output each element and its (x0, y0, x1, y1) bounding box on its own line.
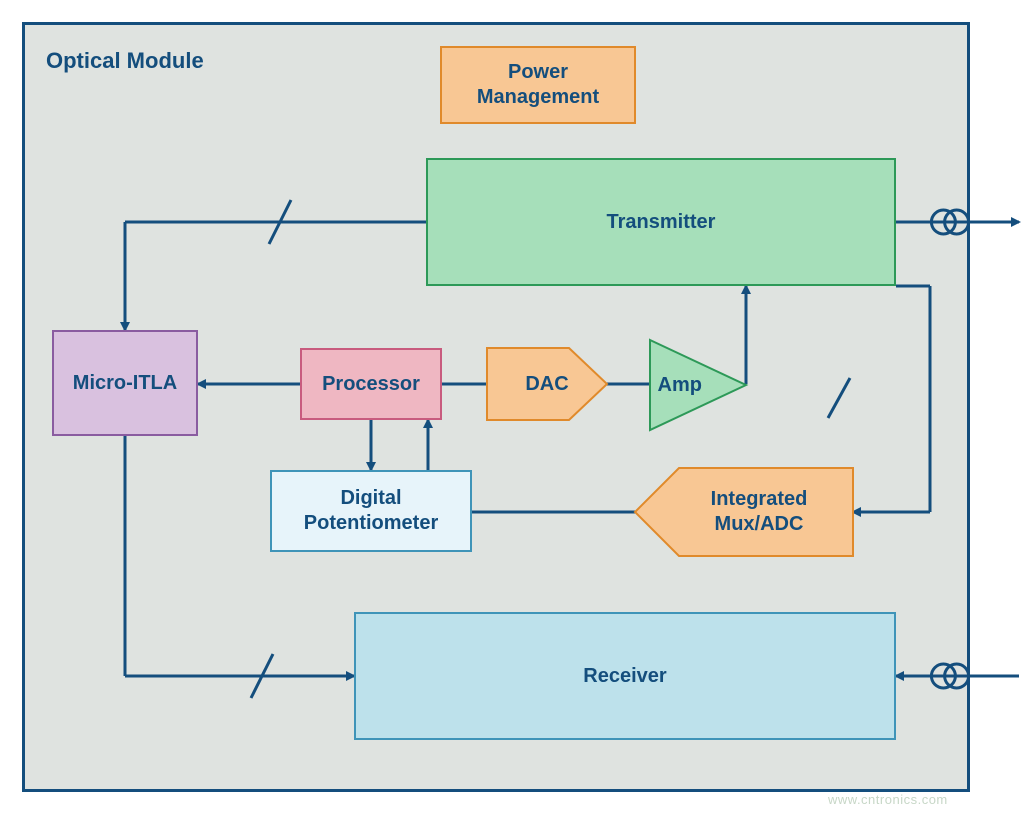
power-management-block: PowerManagement (440, 46, 636, 124)
diagram-canvas: Optical Module PowerManagement Transmitt… (0, 0, 1021, 821)
micro-itla-block: Micro-ITLA (52, 330, 198, 436)
processor-block: Processor (300, 348, 442, 420)
watermark-text: www.cntronics.com (828, 792, 948, 807)
digital-potentiometer-block: DigitalPotentiometer (270, 470, 472, 552)
amp-label: Amp (650, 340, 710, 430)
integrated-mux-adc-label: IntegratedMux/ADC (665, 468, 853, 556)
receiver-block: Receiver (354, 612, 896, 740)
module-title: Optical Module (46, 48, 204, 74)
transmitter-block: Transmitter (426, 158, 896, 286)
dac-label: DAC (487, 348, 607, 420)
